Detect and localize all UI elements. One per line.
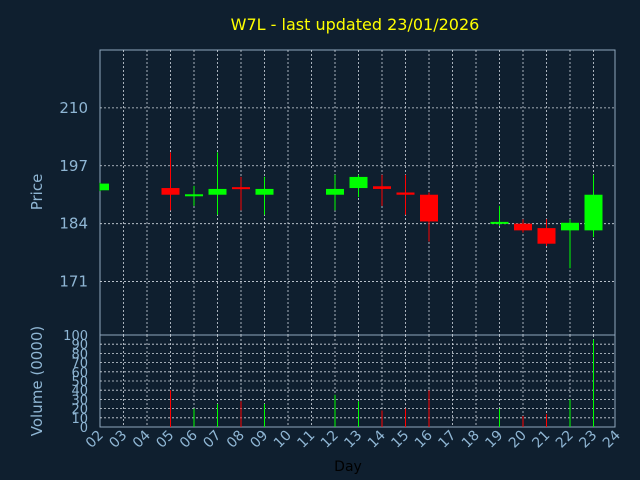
candle-body (420, 194, 438, 222)
price-tick-label: 184 (59, 215, 88, 233)
volume-axis-label: Volume (0000) (28, 326, 46, 436)
candle-body (100, 183, 109, 191)
day-tick-label: 04 (130, 427, 154, 451)
day-tick-label: 08 (224, 428, 248, 452)
day-tick-label: 14 (365, 427, 389, 451)
candle-body (185, 194, 203, 197)
day-axis: 02 03 04 05 06 07 08 09 10 11 12 13 14 15 16 17 18 19 20 21… (83, 427, 624, 451)
day-tick-label: 16 (412, 427, 436, 451)
day-tick-label: 18 (459, 428, 483, 452)
candle-body (373, 186, 391, 189)
day-tick-label: 07 (200, 428, 224, 452)
volume-tick-label: 70 (71, 357, 88, 372)
price-tick-label: 171 (59, 273, 88, 291)
candle-body (349, 176, 368, 189)
candle-body (161, 188, 180, 195)
day-tick-label: 22 (553, 428, 577, 452)
day-tick-label: 20 (506, 428, 530, 452)
volume-bars (170, 339, 594, 427)
day-tick-label: 09 (247, 428, 271, 452)
price-tick-label: 210 (59, 99, 88, 117)
day-tick-label: 03 (106, 428, 130, 452)
day-tick-label: 12 (318, 428, 342, 452)
volume-tick-label: 40 (71, 384, 88, 399)
price-axis: 171 184 197 210 (59, 99, 88, 291)
chart-title: W7L - last updated 23/01/2026 (231, 15, 480, 34)
candle-body (537, 228, 556, 244)
candle-body (561, 222, 579, 231)
price-tick-label: 197 (59, 157, 88, 175)
volume-tick-label: 90 (71, 338, 88, 353)
volume-tick-label: 60 (71, 366, 88, 381)
day-tick-label: 05 (153, 428, 177, 452)
day-tick-label: 15 (388, 428, 412, 452)
candle-body (232, 187, 250, 190)
volume-tick-label: 10 (71, 412, 88, 427)
volume-tick-label: 30 (71, 393, 88, 408)
candles (99, 152, 603, 269)
candle-body (326, 188, 344, 195)
day-tick-label: 21 (529, 428, 553, 452)
x-axis-label: Day (334, 459, 362, 475)
candle-body (490, 221, 509, 224)
candle-body (255, 188, 274, 195)
volume-tick-label: 0 (80, 421, 88, 436)
volume-tick-label: 50 (71, 375, 88, 390)
day-tick-label: 19 (482, 428, 506, 452)
day-tick-label: 17 (435, 428, 459, 452)
volume-tick-label: 100 (63, 329, 88, 344)
day-tick-label: 24 (600, 427, 624, 451)
day-tick-label: 11 (294, 428, 318, 452)
volume-tick-label: 20 (71, 403, 88, 418)
day-tick-label: 13 (341, 428, 365, 452)
price-axis-label: Price (28, 174, 46, 211)
candle-body (514, 223, 532, 231)
volume-tick-label: 80 (71, 347, 88, 362)
candle-body (584, 194, 603, 231)
day-tick-label: 06 (177, 427, 201, 451)
day-tick-label: 23 (576, 428, 600, 452)
candle-body (396, 192, 415, 195)
day-tick-label: 10 (271, 428, 295, 452)
candle-body (208, 188, 227, 195)
